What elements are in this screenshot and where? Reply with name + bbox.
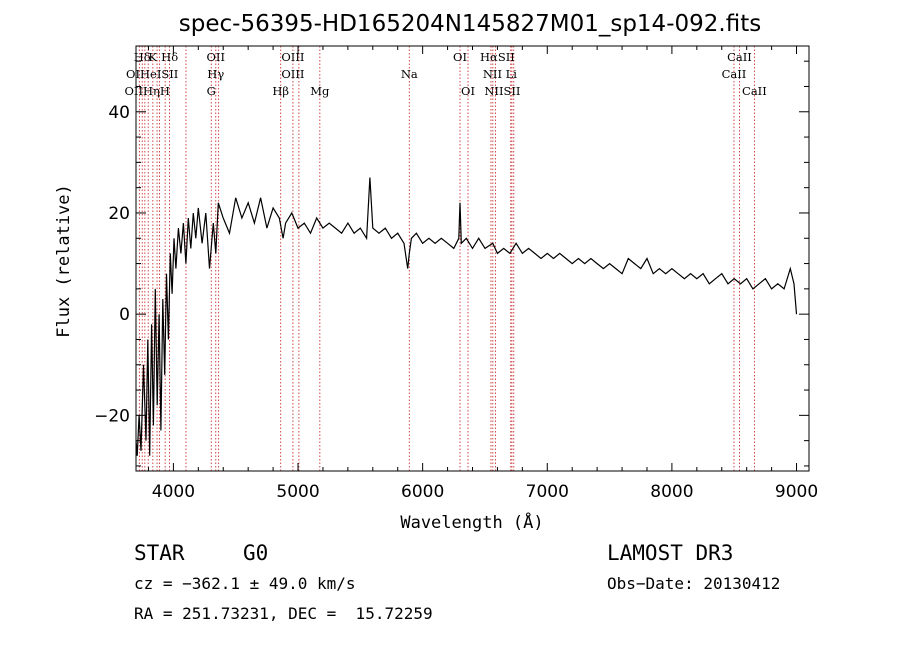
x-axis-label: Wavelength (Å) <box>400 511 543 533</box>
observation-date: Obs−Date: 20130412 <box>607 574 781 593</box>
spectral-line-label: OI <box>461 84 475 98</box>
spectral-line-label: CaII <box>722 67 747 81</box>
chart-title: spec-56395-HD165204N145827M01_sp14-092.f… <box>179 11 761 37</box>
spectral-line-label: CaII <box>742 84 767 98</box>
spectral-line-label: NIISII <box>484 84 520 98</box>
spectral-line-label: Hδ <box>134 50 151 64</box>
x-tick-label: 9000 <box>775 482 818 502</box>
spectral-line-label: Mg <box>310 84 330 98</box>
spectral-line-label: OII <box>207 50 226 64</box>
spectral-line-label: G <box>207 84 216 98</box>
coordinates: RA = 251.73231, DEC = 15.72259 <box>134 604 433 623</box>
spectral-line-label: OI <box>453 50 467 64</box>
y-axis: −20 0 20 40 <box>94 60 809 467</box>
spectral-line-label: CaII <box>727 50 752 64</box>
y-tick-label: 0 <box>119 305 130 325</box>
spectral-line-label: OIII <box>281 67 304 81</box>
x-tick-label: 8000 <box>650 482 693 502</box>
y-tick-label: 40 <box>108 103 130 123</box>
y-axis-label: Flux (relative) <box>54 184 74 338</box>
x-tick-label: 4000 <box>152 482 195 502</box>
spectral-line-label: Na <box>401 67 418 81</box>
spectral-line-label: Hδ <box>161 50 178 64</box>
spectral-line-label: OIIHηH <box>124 84 169 98</box>
y-tick-label: 20 <box>108 204 130 224</box>
x-tick-label: 5000 <box>276 482 319 502</box>
x-tick-label: 6000 <box>401 482 444 502</box>
spectral-line-label: OIII <box>281 50 304 64</box>
spectral-line-label: K <box>148 50 157 64</box>
object-class: STAR <box>134 541 185 565</box>
spectral-marker-lines <box>138 46 755 471</box>
x-axis: 4000 5000 6000 7000 8000 9000 <box>147 46 818 502</box>
survey-name: LAMOST DR3 <box>607 541 734 565</box>
y-tick-label: −20 <box>94 406 130 426</box>
spectrum-series-line <box>135 177 798 456</box>
spectral-line-label: NII Li <box>483 67 517 81</box>
spectral-line-label: HαSII <box>480 50 515 64</box>
spectral-line-label: Hγ <box>207 67 224 81</box>
object-subclass: G0 <box>243 541 269 565</box>
spectral-line-label: OIHeISII <box>126 67 178 81</box>
spectral-line-label: Hβ <box>272 84 289 98</box>
x-tick-label: 7000 <box>526 482 569 502</box>
plot-frame <box>135 45 810 472</box>
redshift-value: cz = −362.1 ± 49.0 km/s <box>134 574 356 593</box>
